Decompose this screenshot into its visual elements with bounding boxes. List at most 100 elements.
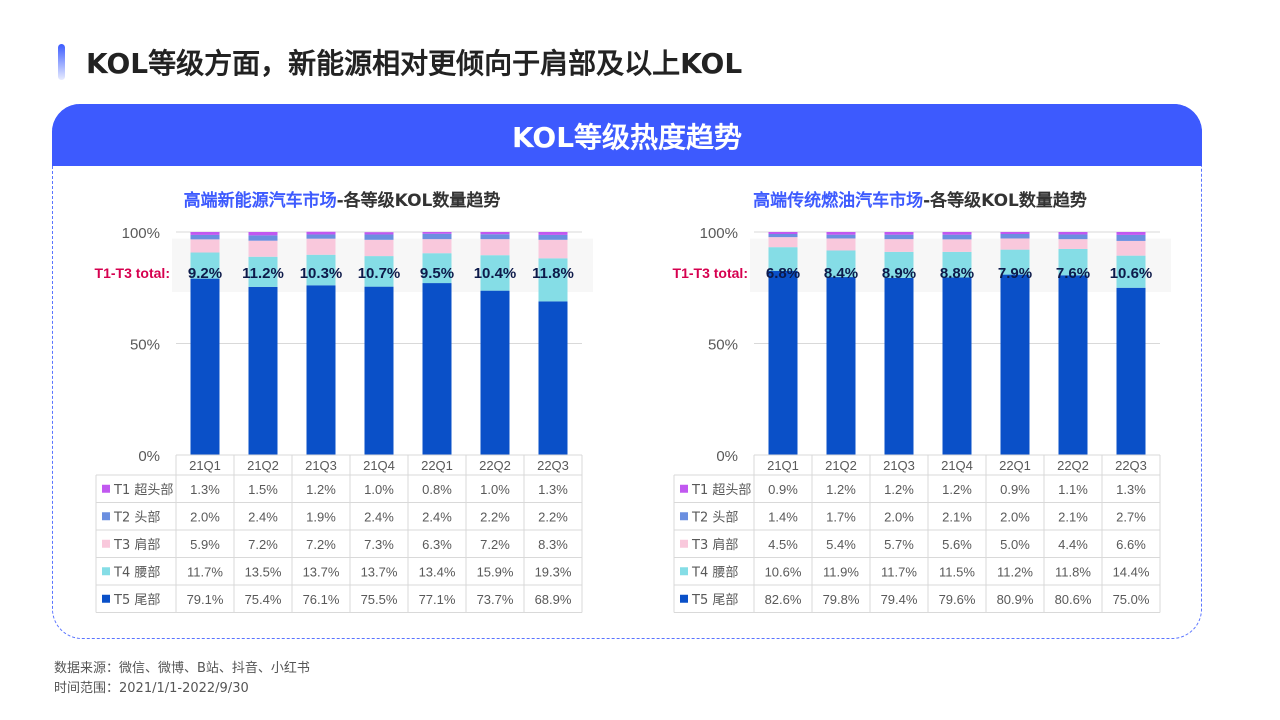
y-tick-label: 50% [708,337,738,354]
bar-segment-t3 [364,239,394,257]
data-source-note: 数据来源：微信、微博、B站、抖音、小红书 [54,661,310,676]
legend-label: T3 肩部 [113,537,160,553]
bar-segment-t5 [538,301,568,455]
table-cell-value: 2.0% [190,509,220,524]
title-accent-bar [58,44,65,80]
chart-title-highlight: 高端新能源汽车市场 [183,191,337,211]
bar-segment-t3 [538,239,568,259]
bar-segment-t2 [1116,234,1146,241]
bar-segment-t1 [364,232,394,235]
bar-segment-t2 [190,234,220,240]
annotation-label: T1-T3 total: [95,265,170,281]
bar-segment-t2 [942,234,972,240]
table-cell-value: 82.6% [765,592,802,607]
table-cell-value: 1.7% [826,509,856,524]
category-label: 21Q1 [189,458,221,473]
bar-segment-t2 [1058,234,1088,240]
bar-segment-t3 [306,238,336,255]
table-cell-value: 13.7% [361,564,398,579]
y-tick-label: 0% [138,448,160,465]
y-tick-label: 0% [716,448,738,465]
table-cell-value: 1.5% [248,482,278,497]
legend-label: T4 腰部 [113,565,160,580]
legend-swatch-t5 [102,594,110,603]
annotation-value: 10.7% [358,265,401,282]
legend-swatch-t1 [102,484,110,493]
annotation-value: 9.2% [188,265,222,282]
table-cell-value: 11.8% [1055,564,1091,579]
bar-segment-t3 [422,239,452,254]
bar-segment-t5 [1000,274,1030,455]
table-cell-value: 1.0% [480,482,510,497]
table-cell-value: 0.9% [1000,482,1030,497]
chart-nev-market: 高端新能源汽车市场-各等级KOL数量趋势 100% 50% 0% T1-T3 tota… [62,180,622,620]
table-cell-value: 2.4% [364,509,394,524]
table-cell-value: 1.4% [768,509,798,524]
panel-header [52,104,1202,166]
table-cell-value: 15.9% [477,564,514,579]
bar-segment-t3 [480,239,510,256]
legend-swatch-t2 [102,512,110,521]
table-cell-value: 13.5% [245,564,282,579]
bar-segment-t4 [306,254,336,286]
table-cell-value: 77.1% [419,592,456,607]
legend-swatch-t4 [680,567,688,576]
table-cell-value: 7.2% [480,537,510,552]
category-label: 22Q2 [479,458,511,473]
table-cell-value: 1.2% [884,482,914,497]
legend-label: T4 腰部 [691,565,738,580]
table-cell-value: 80.9% [997,592,1034,607]
bar-segment-t2 [826,234,856,239]
bar-segment-t2 [480,234,510,240]
stacked-bar-chart-svg: 100% 50% 0% T1-T3 total: 6.8% 8.4% 8.9% 8.8% 7.9… [673,225,1171,613]
table-cell-value: 0.8% [422,482,452,497]
bar-segment-t2 [306,234,336,239]
table-cell-value: 13.4% [419,564,456,579]
table-cell-value: 75.0% [1113,592,1150,607]
bar-segment-t4 [826,250,856,278]
bar-segment-t4 [768,247,798,271]
bar-segment-t5 [942,277,972,455]
table-cell-value: 75.5% [361,592,398,607]
bar-segment-t5 [190,278,220,455]
annotation-value: 6.8% [766,265,800,282]
table-cell-value: 13.7% [303,564,340,579]
table-cell-value: 2.2% [538,509,568,524]
legend-swatch-t5 [680,594,688,603]
bar-segment-t2 [538,234,568,240]
table-cell-value: 5.0% [1000,537,1030,552]
legend-swatch-t3 [102,539,110,548]
table-cell-value: 2.4% [422,509,452,524]
bar-segment-t5 [480,290,510,455]
table-cell-value: 19.3% [535,564,572,579]
table-cell-value: 4.5% [768,537,798,552]
legend-label: T3 肩部 [691,537,738,553]
table-cell-value: 6.6% [1116,537,1146,552]
bar-segment-t5 [306,285,336,455]
chart-title-rest: -各等级KOL数量趋势 [336,191,501,211]
table-cell-value: 11.2% [997,564,1033,579]
table-cell-value: 10.6% [765,564,802,579]
category-label: 22Q3 [1115,458,1147,473]
bar-segment-t3 [884,239,914,252]
category-label: 21Q4 [941,458,973,473]
annotation-value: 8.8% [940,265,974,282]
panel-title: KOL等级热度趋势 [511,121,743,154]
table-cell-value: 5.6% [942,537,972,552]
annotation-value: 10.3% [300,265,343,282]
category-label: 22Q3 [537,458,569,473]
bar-segment-t1 [480,232,510,235]
bar-segment-t1 [1058,232,1088,235]
bar-segment-t5 [1058,275,1088,455]
bar-segment-t5 [248,286,278,455]
bar-segment-t4 [1000,249,1030,275]
table-cell-value: 5.9% [190,537,220,552]
table-cell-value: 2.1% [1058,509,1088,524]
annotation-value: 11.2% [242,265,284,282]
bar-segment-t4 [942,251,972,278]
chart-title-rest: -各等级KOL数量趋势 [923,191,1087,211]
table-cell-value: 1.2% [942,482,972,497]
bar-segment-t1 [884,232,914,235]
table-cell-value: 73.7% [477,592,514,607]
bar-segment-t4 [480,255,510,291]
